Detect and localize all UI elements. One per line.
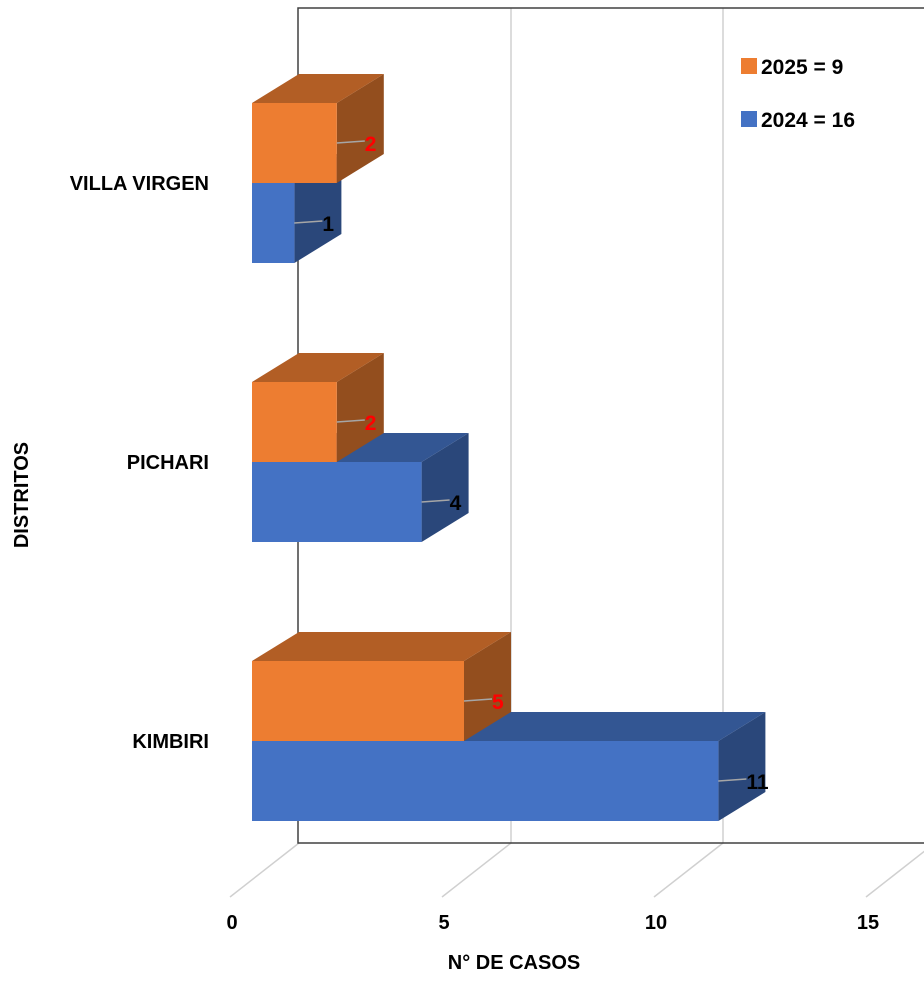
y-axis-title: DISTRITOS [11, 442, 33, 548]
legend-swatch [741, 58, 757, 74]
x-tick-label: 15 [857, 912, 879, 934]
bar-front-face [252, 462, 422, 542]
legend-swatch [741, 111, 757, 127]
floor-gridline [654, 843, 723, 897]
bars [252, 74, 765, 821]
bar-front-face [252, 183, 294, 263]
bar-villa-virgen-2025 [252, 74, 384, 183]
bar-front-face [252, 661, 464, 741]
floor-gridline [866, 843, 924, 897]
data-label: 2 [365, 133, 377, 156]
legend-label: 2024 = 16 [761, 109, 855, 132]
category-label: KIMBIRI [132, 731, 209, 753]
category-label: VILLA VIRGEN [70, 173, 209, 195]
bar-front-face [252, 382, 337, 462]
x-axis-title: N° DE CASOS [448, 952, 580, 974]
data-label: 2 [365, 412, 377, 435]
legend: 2025 = 9 2024 = 16 [741, 56, 855, 132]
floor-gridline [230, 843, 299, 897]
category-labels: KIMBIRI PICHARI VILLA VIRGEN [70, 173, 209, 753]
x-tick-label: 0 [226, 912, 237, 934]
bar-front-face [252, 103, 337, 183]
legend-item: 2025 = 9 [741, 56, 843, 79]
x-tick-labels: 0 5 10 15 [226, 912, 879, 934]
data-label: 1 [322, 213, 334, 236]
category-label: PICHARI [127, 452, 209, 474]
x-tick-label: 5 [438, 912, 449, 934]
bar-kimbiri-2025 [252, 632, 511, 741]
bar-front-face [252, 741, 718, 821]
data-label: 11 [746, 771, 769, 794]
legend-label: 2025 = 9 [761, 56, 843, 79]
data-label: 5 [492, 691, 504, 714]
legend-item: 2024 = 16 [741, 109, 855, 132]
floor-gridline [442, 843, 511, 897]
data-label: 4 [450, 492, 462, 515]
x-tick-label: 10 [645, 912, 667, 934]
